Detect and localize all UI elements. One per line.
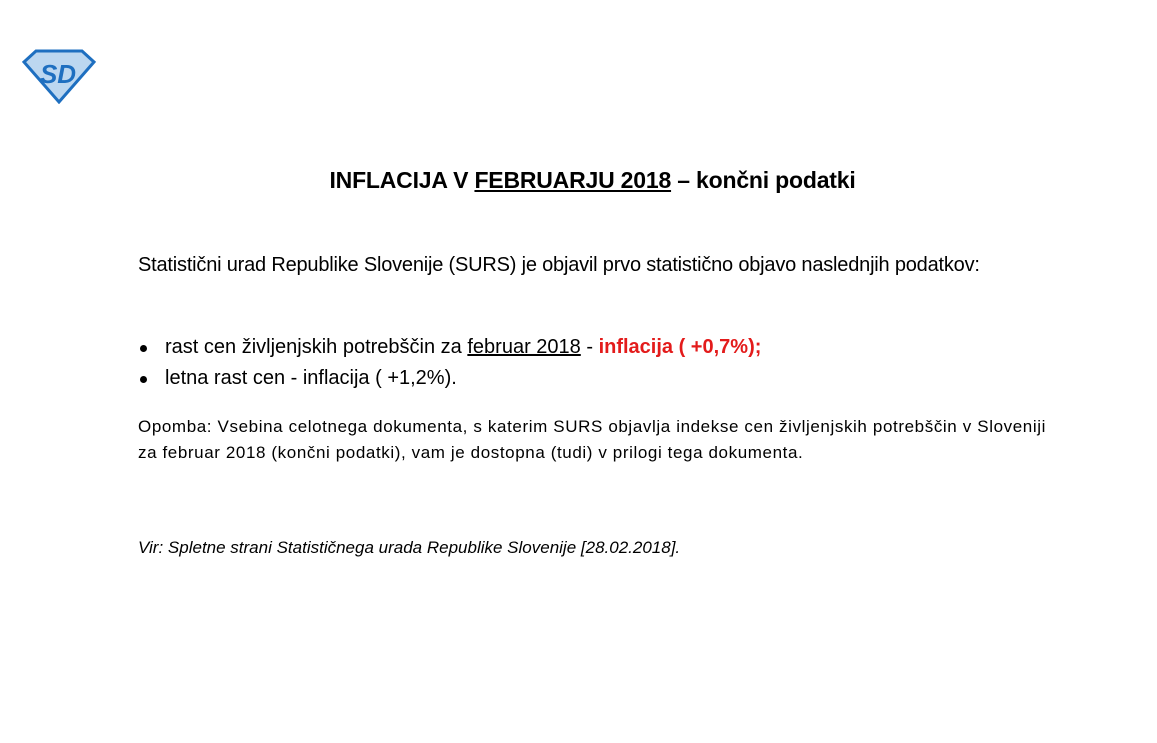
intro-paragraph: Statistični urad Republike Slovenije (SU… <box>138 254 980 276</box>
note-paragraph: Opomba: Vsebina celotnega dokumenta, s k… <box>138 417 1046 462</box>
bullet-list: rast cen življenjskih potrebščin za febr… <box>138 332 1046 394</box>
inflation-highlight: inflacija ( +0,7%); <box>598 336 762 358</box>
list-item: letna rast cen - inflacija ( +1,2%). <box>138 363 1046 394</box>
list-item: rast cen življenjskih potrebščin za febr… <box>138 332 1046 363</box>
source-line: Vir: Spletne strani Statističnega urada … <box>138 538 681 557</box>
page-title: INFLACIJA V FEBRUARJU 2018 – končni poda… <box>329 167 856 193</box>
svg-text:SD: SD <box>40 59 76 89</box>
logo-icon: SD <box>22 49 96 104</box>
